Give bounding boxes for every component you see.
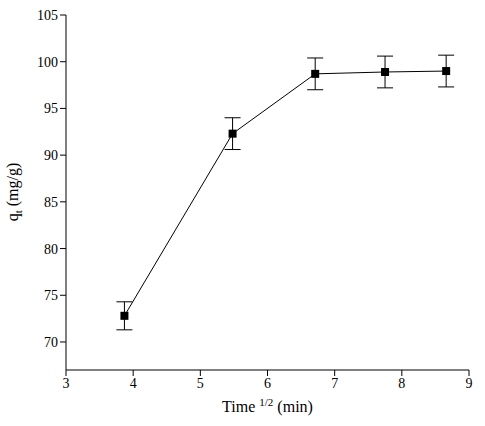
svg-text:100: 100 bbox=[37, 55, 58, 70]
svg-text:85: 85 bbox=[44, 195, 58, 210]
html-text:Time 1/2 (min): Time 1/2 (min) bbox=[222, 396, 313, 416]
html-text:q: q bbox=[3, 213, 21, 222]
svg-text:105: 105 bbox=[37, 8, 58, 23]
svg-text:6: 6 bbox=[264, 376, 271, 391]
svg-text:75: 75 bbox=[44, 288, 58, 303]
svg-text:95: 95 bbox=[44, 101, 58, 116]
html-text:(mg/g): (mg/g) bbox=[3, 162, 21, 211]
svg-text:8: 8 bbox=[398, 376, 405, 391]
svg-text:5: 5 bbox=[197, 376, 204, 391]
svg-text:3: 3 bbox=[63, 376, 70, 391]
svg-text:70: 70 bbox=[44, 335, 58, 350]
svg-text:7: 7 bbox=[331, 376, 338, 391]
svg-text:9: 9 bbox=[466, 376, 473, 391]
html-text:t: t bbox=[12, 210, 25, 214]
svg-text:80: 80 bbox=[44, 242, 58, 257]
svg-text:4: 4 bbox=[130, 376, 137, 391]
svg-text:90: 90 bbox=[44, 148, 58, 163]
